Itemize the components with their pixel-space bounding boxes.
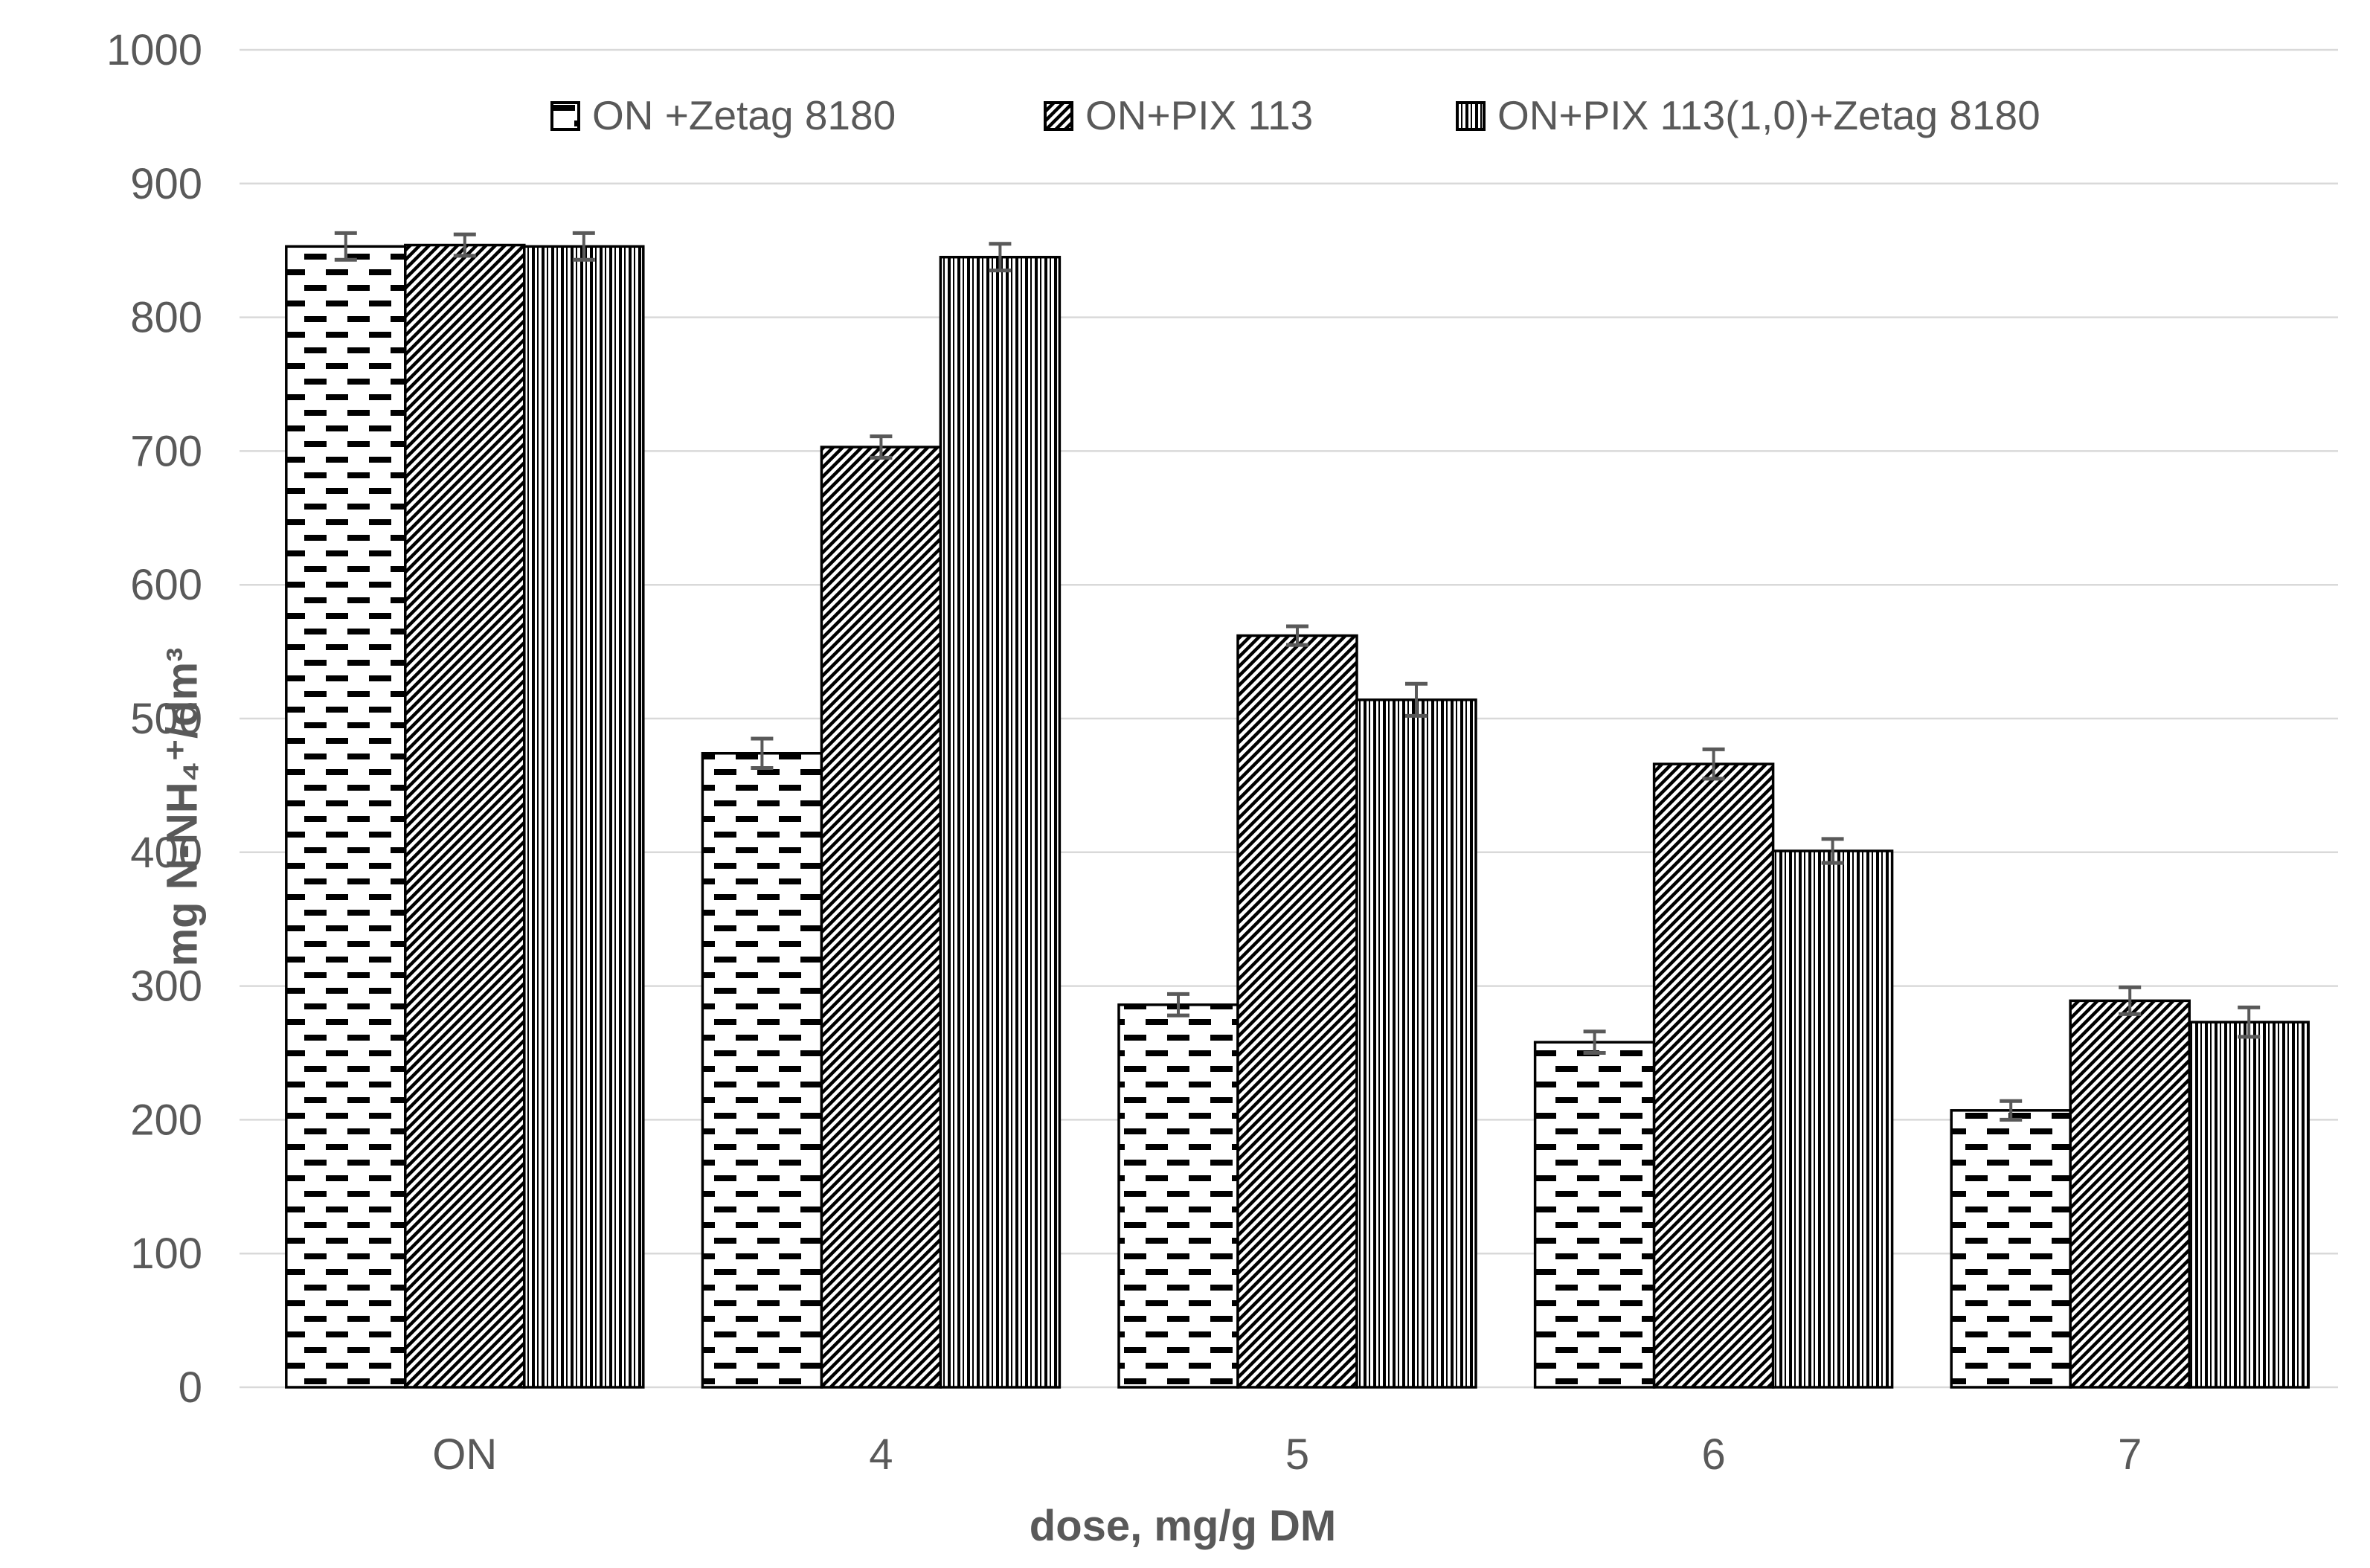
y-tick-label: 800 — [130, 294, 202, 342]
y-tick-label: 0 — [179, 1363, 202, 1412]
x-category-label: 5 — [1285, 1430, 1309, 1479]
bar-diagonal-hatch-7 — [2069, 999, 2191, 1389]
y-axis-title-text: mg N-NH₄⁺/dm³ — [158, 647, 207, 967]
y-tick-label: 200 — [130, 1096, 202, 1144]
legend-label: ON +Zetag 8180 — [592, 92, 896, 138]
legend-item-pix-zetag: ON+PIX 113(1,0)+Zetag 8180 — [1456, 95, 2040, 136]
legend-item-zetag: ON +Zetag 8180 — [550, 95, 896, 136]
bar-diagonal-hatch-4 — [820, 446, 942, 1389]
bar-horizontal-dash-7 — [1950, 1109, 2072, 1389]
bar-horizontal-dash-4 — [701, 751, 823, 1389]
bar-horizontal-dash-6 — [1533, 1041, 1656, 1389]
horizontal-dash-swatch-icon — [550, 100, 580, 131]
y-tick-label: 300 — [130, 963, 202, 1011]
y-tick-label: 900 — [130, 160, 202, 208]
diagonal-hatch-swatch-icon — [1044, 100, 1073, 131]
bar-diagonal-hatch-6 — [1652, 762, 1775, 1389]
y-tick-label: 100 — [130, 1230, 202, 1278]
bar-diagonal-hatch-ON — [404, 243, 526, 1389]
y-tick-label: 400 — [130, 829, 202, 877]
y-tick-label: 1000 — [106, 26, 202, 74]
y-tick-label: 700 — [130, 427, 202, 475]
y-axis-title: mg N-NH₄⁺/dm³ — [156, 648, 207, 967]
x-axis-title: dose, mg/g DM — [1029, 1502, 1337, 1550]
legend-label: ON+PIX 113 — [1085, 92, 1314, 138]
x-category-label: 6 — [1701, 1430, 1725, 1479]
bar-diagonal-hatch-5 — [1236, 634, 1358, 1389]
bar-horizontal-dash-ON — [285, 245, 407, 1389]
y-tick-label: 500 — [130, 695, 202, 743]
bar-vertical-stripe-5 — [1355, 698, 1477, 1389]
bar-horizontal-dash-5 — [1117, 1003, 1239, 1389]
y-tick-label: 600 — [130, 561, 202, 609]
vertical-stripe-swatch-icon — [1456, 100, 1486, 131]
x-category-label: 7 — [2118, 1430, 2142, 1479]
x-category-label: ON — [432, 1430, 497, 1479]
bar-vertical-stripe-ON — [523, 245, 645, 1389]
legend-item-pix: ON+PIX 113 — [1044, 95, 1313, 136]
x-category-label: 4 — [869, 1430, 893, 1479]
legend-label: ON+PIX 113(1,0)+Zetag 8180 — [1497, 92, 2040, 138]
bar-vertical-stripe-4 — [939, 255, 1062, 1389]
bar-vertical-stripe-7 — [2188, 1021, 2310, 1389]
bar-vertical-stripe-6 — [1771, 849, 1894, 1389]
